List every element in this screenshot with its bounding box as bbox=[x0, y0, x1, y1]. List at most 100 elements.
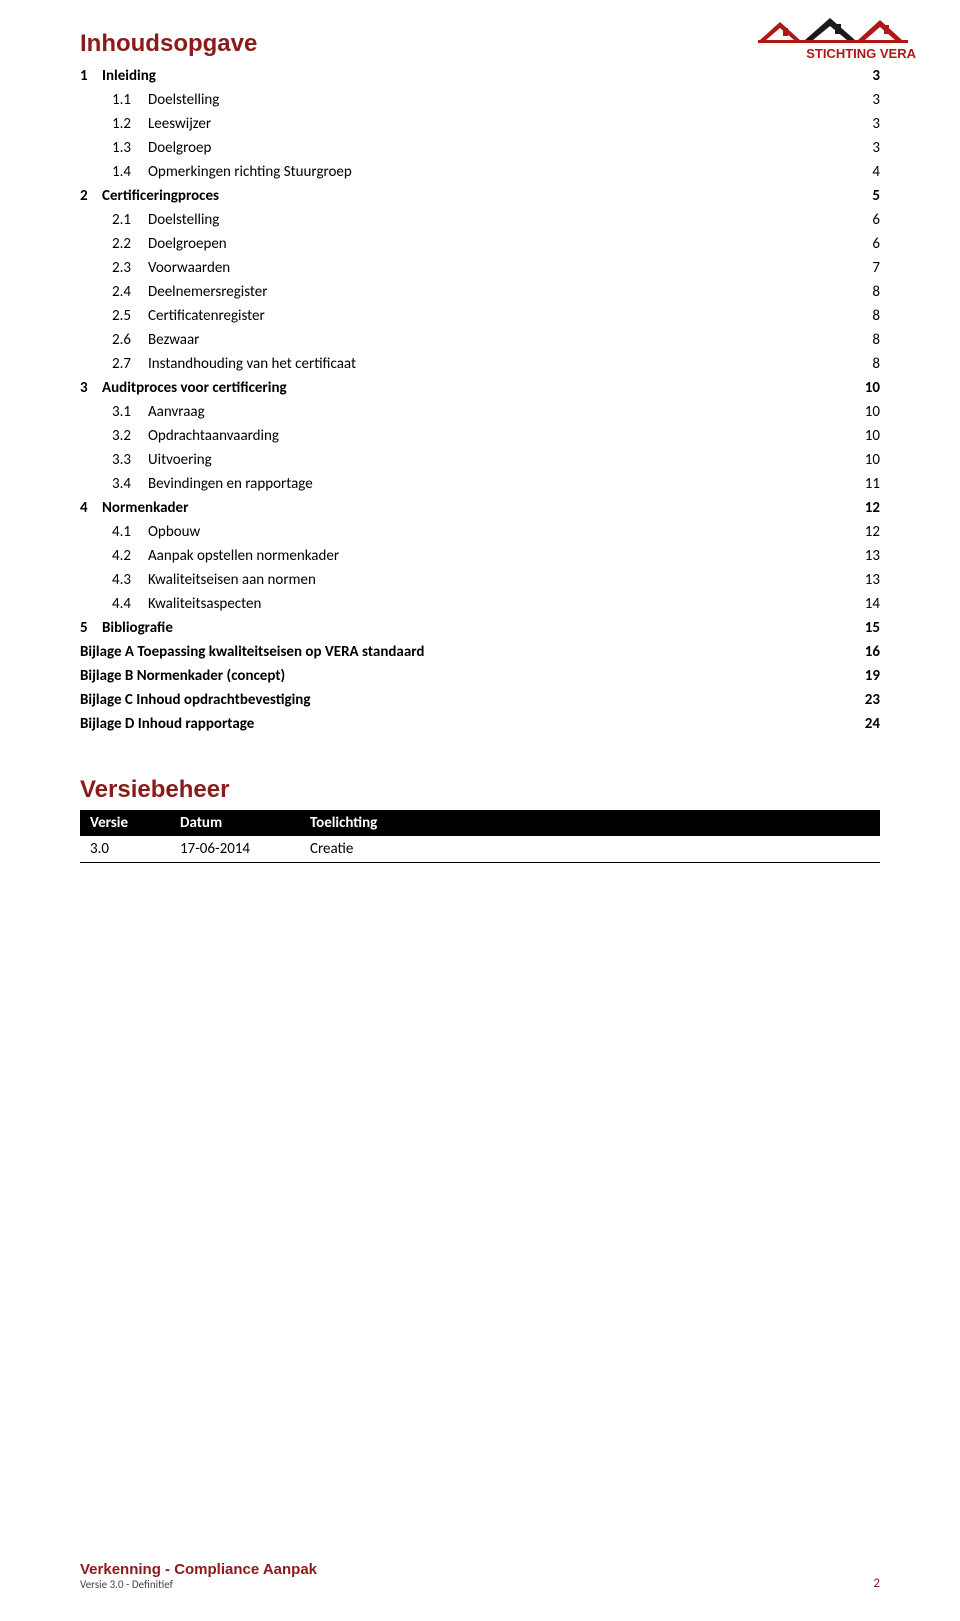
toc-number: 3.4 bbox=[112, 472, 148, 496]
toc-number: 4 bbox=[80, 496, 102, 520]
toc-entry-section[interactable]: 2.3Voorwaarden7 bbox=[80, 256, 880, 280]
toc-page: 4 bbox=[856, 160, 880, 184]
toc-entry-section[interactable]: 2.6Bezwaar 8 bbox=[80, 328, 880, 352]
toc-number: 5 bbox=[80, 616, 102, 640]
table-cell: 3.0 bbox=[80, 836, 170, 863]
toc-label: Bezwaar bbox=[148, 328, 199, 352]
toc-number: 1.3 bbox=[112, 136, 148, 160]
toc-page: 8 bbox=[856, 280, 880, 304]
toc-page: 13 bbox=[856, 568, 880, 592]
table-cell: 17-06-2014 bbox=[170, 836, 300, 863]
toc-number: 3.1 bbox=[112, 400, 148, 424]
table-row: 3.017-06-2014Creatie bbox=[80, 836, 880, 863]
toc-entry-chapter[interactable]: 2Certificeringproces5 bbox=[80, 184, 880, 208]
toc-page: 8 bbox=[856, 328, 880, 352]
toc-label: Opdrachtaanvaarding bbox=[148, 424, 279, 448]
toc-number: 2.1 bbox=[112, 208, 148, 232]
toc-page: 10 bbox=[856, 424, 880, 448]
toc-page: 6 bbox=[856, 208, 880, 232]
toc-entry-section[interactable]: 3.3Uitvoering 10 bbox=[80, 448, 880, 472]
toc-number: 4.2 bbox=[112, 544, 148, 568]
toc-page: 23 bbox=[856, 688, 880, 712]
toc-number: 4.1 bbox=[112, 520, 148, 544]
toc-page: 24 bbox=[856, 712, 880, 736]
toc-page: 3 bbox=[856, 88, 880, 112]
toc-entry-chapter[interactable]: 4Normenkader 12 bbox=[80, 496, 880, 520]
toc-label: Instandhouding van het certificaat bbox=[148, 352, 356, 376]
toc-page: 15 bbox=[856, 616, 880, 640]
toc-label: Bevindingen en rapportage bbox=[148, 472, 313, 496]
toc-label: Certificatenregister bbox=[148, 304, 265, 328]
toc-label: Bibliografie bbox=[102, 616, 173, 640]
toc-page: 7 bbox=[856, 256, 880, 280]
table-header: Toelichting bbox=[300, 810, 880, 836]
toc-number: 2.6 bbox=[112, 328, 148, 352]
toc-entry-section[interactable]: 3.2Opdrachtaanvaarding10 bbox=[80, 424, 880, 448]
toc-entry-chapter[interactable]: 5Bibliografie 15 bbox=[80, 616, 880, 640]
toc-number: 2.5 bbox=[112, 304, 148, 328]
toc-entry-section[interactable]: 2.5Certificatenregister8 bbox=[80, 304, 880, 328]
toc-entry-chapter[interactable]: Bijlage D Inhoud rapportage24 bbox=[80, 712, 880, 736]
toc-page: 3 bbox=[856, 112, 880, 136]
table-of-contents: 1Inleiding31.1Doelstelling31.2Leeswijzer… bbox=[80, 64, 880, 736]
toc-entry-section[interactable]: 4.2Aanpak opstellen normenkader13 bbox=[80, 544, 880, 568]
toc-number: 3.3 bbox=[112, 448, 148, 472]
table-header: Datum bbox=[170, 810, 300, 836]
toc-entry-section[interactable]: 2.1Doelstelling 6 bbox=[80, 208, 880, 232]
toc-entry-section[interactable]: 2.7Instandhouding van het certificaat8 bbox=[80, 352, 880, 376]
toc-page: 19 bbox=[856, 664, 880, 688]
toc-label: Bijlage C Inhoud opdrachtbevestiging bbox=[80, 688, 310, 712]
toc-label: Doelgroepen bbox=[148, 232, 227, 256]
toc-number: 2.4 bbox=[112, 280, 148, 304]
toc-entry-section[interactable]: 4.3Kwaliteitseisen aan normen 13 bbox=[80, 568, 880, 592]
toc-number: 2.2 bbox=[112, 232, 148, 256]
toc-entry-section[interactable]: 1.1Doelstelling 3 bbox=[80, 88, 880, 112]
toc-page: 10 bbox=[856, 376, 880, 400]
toc-entry-section[interactable]: 2.4Deelnemersregister 8 bbox=[80, 280, 880, 304]
toc-label: Bijlage B Normenkader (concept) bbox=[80, 664, 285, 688]
toc-label: Opbouw bbox=[148, 520, 200, 544]
toc-label: Inleiding bbox=[102, 64, 156, 88]
toc-page: 14 bbox=[856, 592, 880, 616]
toc-entry-chapter[interactable]: Bijlage A Toepassing kwaliteitseisen op … bbox=[80, 640, 880, 664]
toc-entry-section[interactable]: 1.4Opmerkingen richting Stuurgroep 4 bbox=[80, 160, 880, 184]
toc-label: Deelnemersregister bbox=[148, 280, 267, 304]
toc-entry-section[interactable]: 3.4Bevindingen en rapportage11 bbox=[80, 472, 880, 496]
toc-page: 6 bbox=[856, 232, 880, 256]
toc-entry-section[interactable]: 1.2Leeswijzer3 bbox=[80, 112, 880, 136]
toc-label: Normenkader bbox=[102, 496, 188, 520]
toc-label: Doelstelling bbox=[148, 88, 219, 112]
toc-number: 1.1 bbox=[112, 88, 148, 112]
toc-entry-chapter[interactable]: 3Auditproces voor certificering 10 bbox=[80, 376, 880, 400]
toc-label: Leeswijzer bbox=[148, 112, 211, 136]
toc-page: 5 bbox=[856, 184, 880, 208]
toc-page: 12 bbox=[856, 496, 880, 520]
table-cell: Creatie bbox=[300, 836, 880, 863]
toc-entry-section[interactable]: 4.1Opbouw12 bbox=[80, 520, 880, 544]
logo-text: STICHTING VERA bbox=[806, 46, 916, 61]
toc-label: Opmerkingen richting Stuurgroep bbox=[148, 160, 352, 184]
toc-entry-section[interactable]: 2.2Doelgroepen 6 bbox=[80, 232, 880, 256]
toc-number: 3 bbox=[80, 376, 102, 400]
toc-entry-section[interactable]: 1.3Doelgroep3 bbox=[80, 136, 880, 160]
toc-label: Auditproces voor certificering bbox=[102, 376, 287, 400]
toc-label: Uitvoering bbox=[148, 448, 212, 472]
toc-entry-chapter[interactable]: Bijlage C Inhoud opdrachtbevestiging 23 bbox=[80, 688, 880, 712]
footer-page-number: 2 bbox=[873, 1576, 880, 1591]
toc-label: Kwaliteitseisen aan normen bbox=[148, 568, 316, 592]
toc-entry-chapter[interactable]: Bijlage B Normenkader (concept) 19 bbox=[80, 664, 880, 688]
toc-number: 4.3 bbox=[112, 568, 148, 592]
toc-number: 1.4 bbox=[112, 160, 148, 184]
toc-number: 2.3 bbox=[112, 256, 148, 280]
brand-logo: STICHTING VERA bbox=[750, 10, 920, 70]
footer-subtitle: Versie 3.0 - Definitief bbox=[80, 1578, 317, 1591]
toc-entry-section[interactable]: 3.1Aanvraag10 bbox=[80, 400, 880, 424]
page-footer: Verkenning - Compliance Aanpak Versie 3.… bbox=[80, 1561, 880, 1591]
toc-page: 10 bbox=[856, 448, 880, 472]
toc-label: Doelstelling bbox=[148, 208, 219, 232]
footer-title: Verkenning - Compliance Aanpak bbox=[80, 1561, 317, 1578]
toc-page: 10 bbox=[856, 400, 880, 424]
toc-label: Kwaliteitsaspecten bbox=[148, 592, 261, 616]
toc-entry-section[interactable]: 4.4Kwaliteitsaspecten14 bbox=[80, 592, 880, 616]
toc-label: Aanpak opstellen normenkader bbox=[148, 544, 339, 568]
